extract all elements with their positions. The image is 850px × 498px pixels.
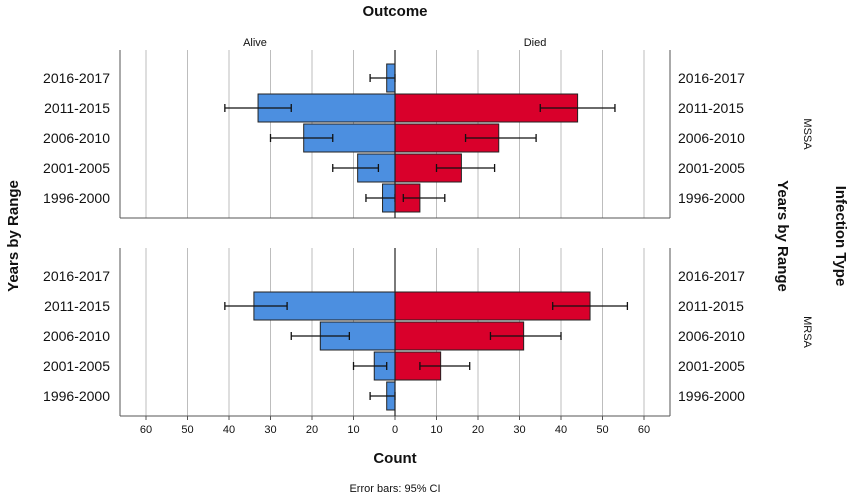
y-axis-label-left: Years by Range — [5, 180, 22, 292]
x-tick-label: 10 — [430, 424, 442, 436]
x-tick-label: 10 — [347, 424, 359, 436]
x-tick-label: 0 — [392, 424, 398, 436]
category-label-left: 2011-2015 — [44, 100, 110, 116]
category-label-left: 2001-2005 — [43, 160, 110, 176]
x-tick-label: 20 — [472, 424, 484, 436]
x-tick-label: 60 — [638, 424, 650, 436]
x-tick-label: 40 — [555, 424, 567, 436]
y-axis-label-right: Years by Range — [774, 180, 791, 292]
facet-label-mrsa: MRSA — [801, 316, 813, 348]
category-label-right: 2006-2010 — [678, 328, 745, 344]
category-label-left: 2006-2010 — [43, 130, 110, 146]
category-label-left: 2011-2015 — [44, 298, 110, 314]
category-label-left: 1996-2000 — [43, 190, 110, 206]
category-label-right: 2006-2010 — [678, 130, 745, 146]
category-label-right: 2001-2005 — [678, 358, 745, 374]
footnote: Error bars: 95% CI — [349, 483, 440, 495]
category-label-left: 2006-2010 — [43, 328, 110, 344]
category-label-right: 2016-2017 — [678, 70, 745, 86]
column-label-alive: Alive — [243, 37, 267, 49]
x-tick-label: 30 — [264, 424, 276, 436]
facet-label-mssa: MSSA — [801, 118, 813, 150]
category-label-left: 2001-2005 — [43, 358, 110, 374]
x-tick-label: 30 — [513, 424, 525, 436]
facet-axis-label: Infection Type — [832, 186, 849, 287]
category-label-right: 2011-2015 — [678, 100, 744, 116]
x-tick-label: 40 — [223, 424, 235, 436]
category-label-right: 2011-2015 — [678, 298, 744, 314]
category-label-right: 1996-2000 — [678, 388, 745, 404]
chart-title: Outcome — [362, 3, 427, 20]
category-label-left: 2016-2017 — [43, 70, 110, 86]
x-tick-label: 50 — [181, 424, 193, 436]
category-label-right: 1996-2000 — [678, 190, 745, 206]
category-label-right: 2016-2017 — [678, 268, 745, 284]
x-tick-label: 50 — [596, 424, 608, 436]
x-tick-label: 60 — [140, 424, 152, 436]
x-axis-label: Count — [373, 450, 416, 467]
x-tick-label: 20 — [306, 424, 318, 436]
category-label-right: 2001-2005 — [678, 160, 745, 176]
category-label-left: 1996-2000 — [43, 388, 110, 404]
column-label-died: Died — [524, 37, 547, 49]
category-label-left: 2016-2017 — [43, 268, 110, 284]
